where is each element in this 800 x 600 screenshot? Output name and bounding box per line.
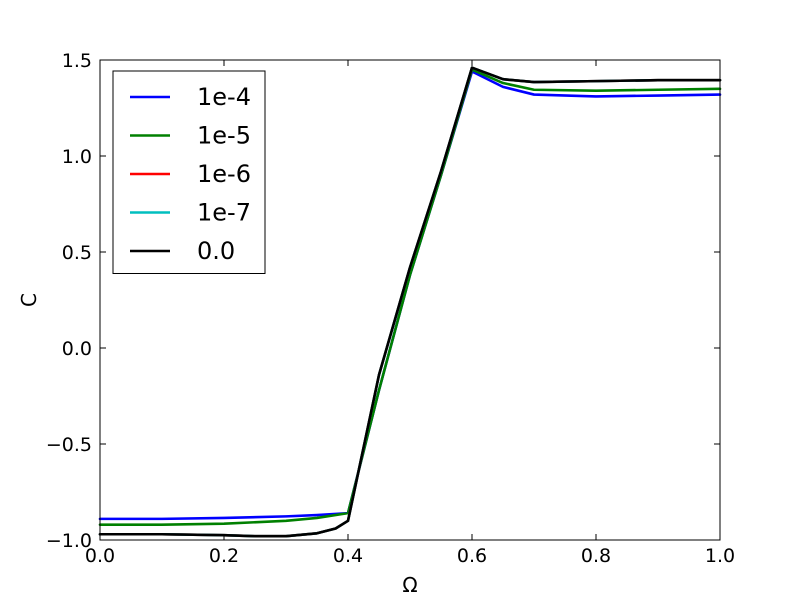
- x-tick-label: 0.0: [85, 545, 115, 567]
- x-tick-label: 0.8: [581, 545, 611, 567]
- y-tick-label: 0.5: [62, 242, 92, 264]
- ticks-layer: 0.0 0.2 0.4 0.6 0.8 1.0 −1.0 −0.5 0.0 0.5 1.0 1.5: [46, 50, 735, 567]
- series-layer: [98, 66, 722, 538]
- legend-label-4: 0.0: [197, 237, 235, 265]
- x-tick-label: 1.0: [705, 545, 735, 567]
- y-tick-label: −0.5: [46, 434, 92, 456]
- y-axis-label: C: [17, 293, 41, 307]
- legend-label-3: 1e-7: [197, 199, 251, 227]
- legend-frame: [112, 70, 266, 274]
- legend-label-2: 1e-6: [197, 160, 251, 188]
- plot-frame: [99, 59, 721, 541]
- y-tick-label: −1.0: [46, 530, 92, 552]
- x-tick-label: 0.2: [209, 545, 239, 567]
- y-tick-label: 0.0: [62, 338, 92, 360]
- y-tick-label: 1.5: [62, 50, 92, 72]
- legend-label-0: 1e-4: [197, 83, 251, 111]
- x-axis-label: Ω: [402, 573, 417, 597]
- x-tick-label: 0.6: [457, 545, 487, 567]
- y-tick-label: 1.0: [62, 146, 92, 168]
- series-line-1: [98, 68, 722, 526]
- series-line-4: [98, 66, 722, 538]
- legend-label-1: 1e-5: [197, 122, 251, 150]
- x-tick-label: 0.4: [333, 545, 363, 567]
- legend: 1e-4 1e-5 1e-6 1e-7 0.0: [112, 70, 266, 274]
